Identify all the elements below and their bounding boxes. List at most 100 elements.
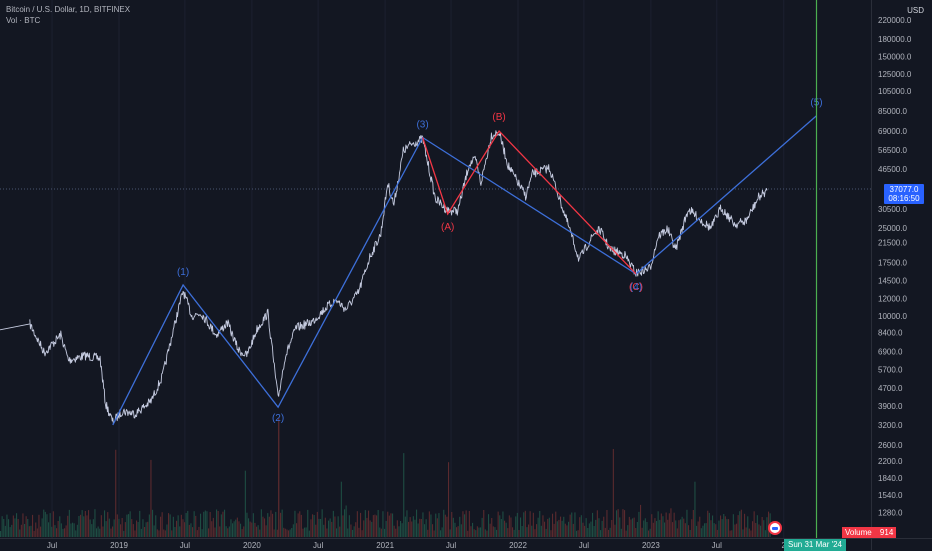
- volume-bar: [689, 530, 691, 537]
- volume-bar: [40, 526, 42, 537]
- volume-indicator-label[interactable]: Vol · BTC: [6, 16, 41, 25]
- volume-bar: [515, 516, 517, 537]
- volume-bar: [102, 526, 104, 537]
- volume-bar: [595, 519, 597, 537]
- volume-bar: [41, 518, 43, 537]
- volume-bar: [339, 526, 341, 537]
- bar-countdown: 08:16:50: [888, 194, 920, 203]
- wave-a-label[interactable]: (A): [441, 222, 454, 233]
- volume-bar: [556, 521, 558, 537]
- volume-bar: [9, 527, 11, 537]
- tradingview-logo-icon[interactable]: [768, 521, 782, 535]
- time-tick-label: Jul: [47, 541, 57, 550]
- volume-bar: [272, 513, 274, 537]
- symbol-title[interactable]: Bitcoin / U.S. Dollar, 1D, BITFINEX: [6, 5, 131, 14]
- wave-4-label[interactable]: (4): [630, 282, 642, 293]
- volume-bar: [33, 530, 35, 537]
- volume-bar: [233, 521, 235, 537]
- volume-bar: [593, 526, 595, 537]
- volume-bar: [107, 512, 109, 537]
- volume-bar: [83, 516, 85, 537]
- volume-bar: [48, 522, 50, 537]
- volume-bar: [494, 527, 496, 537]
- volume-bar: [46, 514, 48, 537]
- volume-bar: [606, 510, 608, 537]
- volume-bar: [662, 516, 664, 537]
- volume-bar: [734, 524, 736, 537]
- volume-bar: [393, 525, 395, 537]
- volume-bar: [398, 526, 400, 537]
- volume-bar: [336, 528, 338, 537]
- volume-bar: [305, 527, 307, 537]
- price-tick-label: 1540.0: [878, 491, 903, 500]
- volume-bar: [582, 522, 584, 537]
- volume-bar: [254, 522, 256, 537]
- volume-bar: [88, 510, 90, 537]
- volume-bar: [651, 514, 653, 537]
- volume-bar: [312, 514, 314, 537]
- time-tick-label: 2022: [509, 541, 527, 550]
- cursor-date-label: Sun 31 Mar '24: [784, 539, 847, 551]
- currency-label[interactable]: USD: [907, 6, 924, 15]
- volume-bar: [92, 519, 94, 537]
- time-tick-label: 2020: [243, 541, 261, 550]
- volume-bar: [712, 515, 714, 537]
- volume-bar: [372, 515, 374, 537]
- wave-b-label[interactable]: (B): [492, 112, 505, 123]
- volume-bar: [72, 522, 74, 537]
- price-tick-label: 4700.0: [878, 384, 903, 393]
- volume-badge: Volume 914: [842, 527, 897, 538]
- volume-bar: [313, 515, 315, 537]
- volume-bar: [435, 513, 437, 537]
- price-axis[interactable]: 220000.0 180000.0 150000.0 125000.0 105000.0…: [878, 16, 912, 518]
- volume-bar: [585, 518, 587, 537]
- volume-bar: [428, 511, 430, 537]
- corrective-wave-line[interactable]: [421, 129, 637, 275]
- volume-bar: [420, 519, 422, 537]
- wave-2-label[interactable]: (2): [272, 413, 284, 424]
- volume-bar: [532, 512, 534, 537]
- volume-bar: [112, 526, 114, 537]
- volume-bar: [704, 523, 706, 537]
- volume-bar: [142, 519, 144, 537]
- volume-bar: [36, 528, 38, 537]
- volume-bar: [601, 520, 603, 537]
- volume-bar: [670, 508, 672, 537]
- price-tick-label: 85000.0: [878, 107, 907, 116]
- volume-bar: [276, 529, 278, 537]
- time-tick-label: Jul: [180, 541, 190, 550]
- wave-c-label[interactable]: (C): [629, 282, 643, 293]
- volume-bar: [731, 530, 733, 537]
- volume-bar: [720, 515, 722, 537]
- price-series: [0, 130, 768, 425]
- volume-bar: [318, 518, 320, 537]
- price-tick-label: 125000.0: [878, 70, 912, 79]
- volume-bar: [620, 528, 622, 537]
- volume-bar: [209, 512, 211, 537]
- volume-bar: [227, 528, 229, 537]
- volume-bar: [160, 516, 162, 537]
- volume-bar: [280, 512, 282, 537]
- volume-bar: [28, 526, 30, 537]
- volume-bar: [667, 519, 669, 537]
- wave-1-label[interactable]: (1): [177, 267, 189, 278]
- volume-bar: [598, 518, 600, 537]
- volume-bar: [488, 514, 490, 537]
- impulse-wave-line[interactable]: [112, 115, 817, 426]
- volume-bar: [78, 516, 80, 537]
- volume-bar: [520, 517, 522, 537]
- price-tick-label: 6900.0: [878, 347, 903, 356]
- volume-bar: [179, 526, 181, 537]
- volume-bar: [358, 527, 360, 537]
- volume-bar: [307, 509, 309, 537]
- volume-bar: [726, 519, 728, 537]
- volume-bar: [417, 523, 419, 537]
- volume-bar: [14, 518, 16, 537]
- volume-bar: [145, 522, 147, 537]
- wave-3-label[interactable]: (3): [416, 120, 428, 131]
- volume-bar: [588, 523, 590, 537]
- volume-bar: [656, 521, 658, 537]
- volume-bar: [86, 515, 88, 537]
- volume-bar: [505, 522, 507, 537]
